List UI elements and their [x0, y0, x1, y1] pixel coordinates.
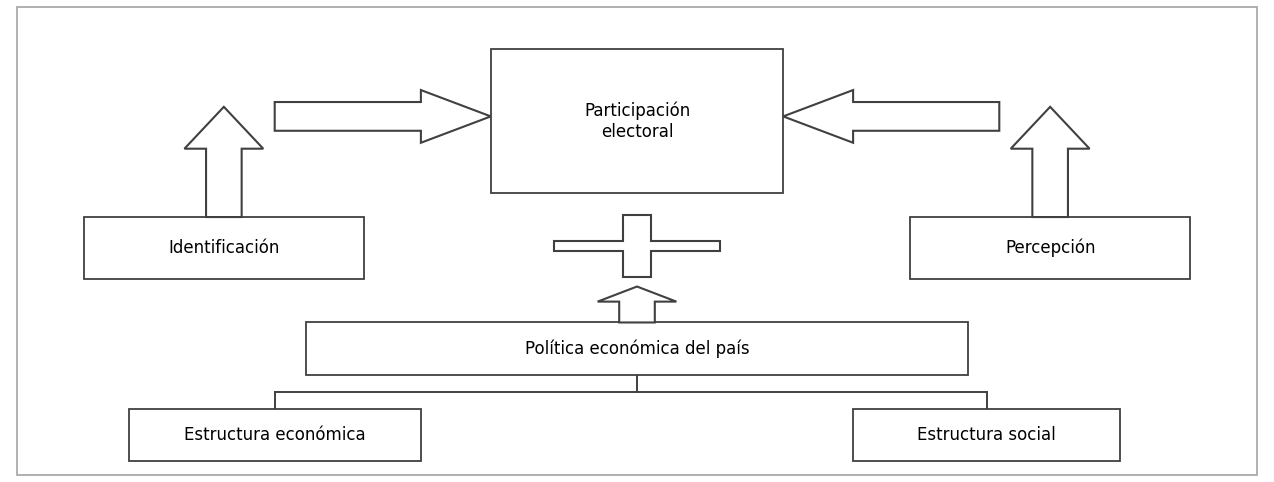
Polygon shape: [554, 214, 720, 277]
Text: Participación
electoral: Participación electoral: [583, 102, 691, 141]
Polygon shape: [275, 90, 490, 143]
Bar: [129, 409, 420, 461]
Bar: [490, 49, 784, 193]
Polygon shape: [598, 286, 676, 322]
Bar: [911, 217, 1190, 280]
Bar: [84, 217, 363, 280]
Polygon shape: [185, 107, 264, 217]
Text: Estructura económica: Estructura económica: [183, 426, 366, 444]
Text: Estructura social: Estructura social: [917, 426, 1056, 444]
Polygon shape: [1010, 107, 1089, 217]
Bar: [854, 409, 1120, 461]
Text: Identificación: Identificación: [168, 239, 279, 257]
Polygon shape: [784, 90, 999, 143]
Text: Política económica del país: Política económica del país: [525, 340, 749, 358]
Bar: [307, 322, 967, 375]
Text: Percepción: Percepción: [1005, 239, 1096, 257]
